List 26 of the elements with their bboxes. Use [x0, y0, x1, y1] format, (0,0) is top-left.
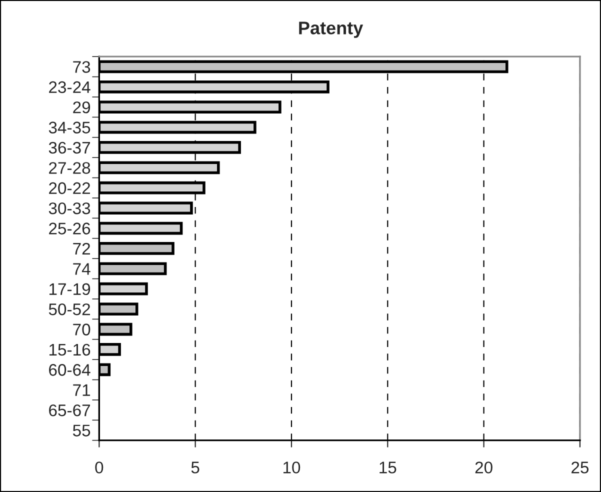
- x-tick-label: 25: [572, 462, 589, 474]
- y-tick-label: 17-19: [49, 283, 90, 296]
- y-tick-label: 73: [73, 61, 90, 73]
- y-tick-label: 50-52: [48, 303, 90, 316]
- y-tick-label: 36-37: [48, 142, 90, 154]
- x-tick-label: 5: [191, 462, 200, 474]
- y-tick-label: 27-28: [49, 162, 90, 174]
- y-tick-label: 71: [73, 384, 90, 396]
- x-tick-label: 20: [475, 462, 492, 474]
- x-tick-label: 15: [380, 462, 396, 474]
- x-tick-label: 0: [95, 462, 104, 474]
- y-tick-label: 74: [73, 263, 90, 275]
- y-tick-label: 65-67: [49, 404, 90, 416]
- y-tick-label: 34-35: [48, 122, 90, 134]
- y-tick-label: 55: [72, 424, 90, 436]
- y-tick-label: 29: [73, 101, 90, 114]
- chart-title: Patenty: [299, 22, 364, 38]
- y-tick-label: 23-24: [49, 81, 90, 94]
- y-tick-label: 30-33: [48, 202, 90, 214]
- y-tick-label: 20-22: [49, 182, 90, 194]
- x-tick-label: 10: [283, 462, 300, 474]
- y-tick-label: 25-26: [49, 222, 90, 234]
- y-tick-label: 70: [73, 324, 90, 336]
- y-tick-label: 60-64: [49, 364, 90, 376]
- y-tick-label: 15-16: [49, 344, 90, 356]
- y-tick-label: 72: [73, 242, 90, 254]
